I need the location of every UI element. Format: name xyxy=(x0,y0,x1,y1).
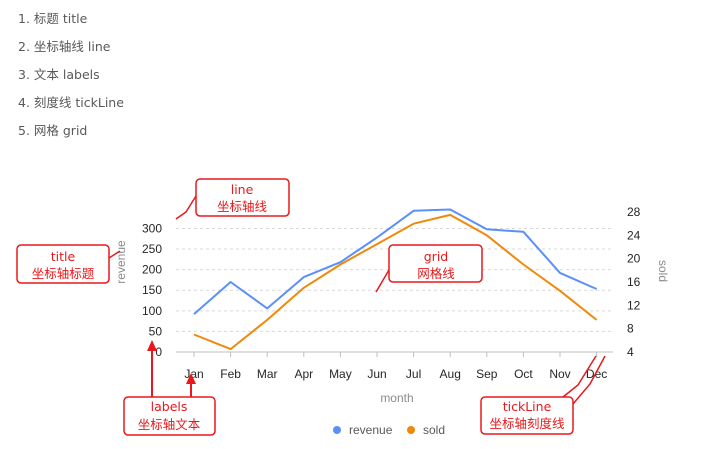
annotation-grid-leader xyxy=(375,269,390,293)
legend-marker-sold[interactable] xyxy=(407,426,415,434)
x-tick-label: Jun xyxy=(367,367,386,381)
y-right-tick-label: 24 xyxy=(627,228,641,242)
annotation-line-text-cn: 坐标轴线 xyxy=(217,199,268,214)
series-line-sold xyxy=(193,213,598,351)
annotation-tickline-leader-2 xyxy=(572,355,606,405)
annotation-grid-text: grid xyxy=(424,249,448,264)
x-tick-label: May xyxy=(329,367,352,381)
annotation-box-title xyxy=(16,244,110,284)
x-tick-label: Jan xyxy=(184,367,203,381)
annotation-labels-arrowhead-1 xyxy=(147,340,157,351)
intro-item-tickline: 4. 刻度线 tickLine xyxy=(18,95,124,110)
y-right-axis-title: sold xyxy=(656,260,670,282)
annotation-labels-text-cn: 坐标轴文本 xyxy=(138,417,201,432)
y-right-tick-label: 16 xyxy=(627,275,641,289)
x-tick-label: Nov xyxy=(549,367,570,381)
annotation-box-tickline xyxy=(480,396,574,435)
annotation-tickline-text: tickLine xyxy=(503,399,552,414)
x-tick-label: Apr xyxy=(294,367,313,381)
y-right-tick-label: 4 xyxy=(627,345,634,359)
y-left-tick-label: 100 xyxy=(142,304,162,318)
annotation-title-text-cn: 坐标轴标题 xyxy=(32,266,95,281)
y-left-tick-label: 50 xyxy=(149,324,163,338)
annotation-tickline-text-cn: 坐标轴刻度线 xyxy=(489,416,565,431)
y-left-tick-label: 250 xyxy=(142,242,162,256)
annotation-line-text: line xyxy=(231,182,254,197)
intro-list: 1. 标题 title 2. 坐标轴线 line 3. 文本 labels 4.… xyxy=(18,8,124,148)
annotation-grid-text-cn: 网格线 xyxy=(417,266,455,281)
y-right-tick-label: 20 xyxy=(627,252,641,266)
annotation-tickline-leader xyxy=(562,355,597,398)
x-tick-label: Dec xyxy=(586,367,607,381)
annotation-title-text: title xyxy=(51,249,76,264)
annotation-box-labels xyxy=(123,396,216,436)
intro-item-grid: 5. 网格 grid xyxy=(18,123,88,138)
series-line-revenue xyxy=(193,208,598,315)
x-tick-label: Feb xyxy=(220,367,241,381)
x-tick-label: Aug xyxy=(440,367,461,381)
x-tick-label: Oct xyxy=(514,367,533,381)
annotation-labels-arrowhead-2 xyxy=(186,373,196,384)
y-left-tick-label: 300 xyxy=(142,221,162,235)
x-axis-title: month xyxy=(380,391,413,405)
legend-label-sold[interactable]: sold xyxy=(423,423,445,437)
legend-marker-revenue[interactable] xyxy=(333,426,341,434)
y-right-tick-label: 12 xyxy=(627,298,641,312)
annotation-line-leader xyxy=(175,195,197,220)
annotation-box-grid xyxy=(388,244,483,283)
y-left-axis-title: revenue xyxy=(114,240,128,284)
annotation-title-leader xyxy=(108,250,121,259)
y-left-tick-label: 150 xyxy=(142,283,162,297)
y-right-tick-label: 28 xyxy=(627,205,641,219)
legend-label-revenue[interactable]: revenue xyxy=(349,423,393,437)
y-left-tick-label: 200 xyxy=(142,263,162,277)
annotation-labels-text: labels xyxy=(151,399,188,414)
y-left-tick-label: 0 xyxy=(155,345,162,359)
y-right-tick-label: 8 xyxy=(627,322,634,336)
intro-item-labels: 3. 文本 labels xyxy=(18,67,100,82)
intro-item-line: 2. 坐标轴线 line xyxy=(18,39,111,54)
x-tick-label: Mar xyxy=(257,367,278,381)
x-tick-label: Jul xyxy=(406,367,421,381)
x-tick-label: Sep xyxy=(476,367,498,381)
intro-item-title: 1. 标题 title xyxy=(18,11,88,26)
annotation-box-line xyxy=(195,178,290,217)
